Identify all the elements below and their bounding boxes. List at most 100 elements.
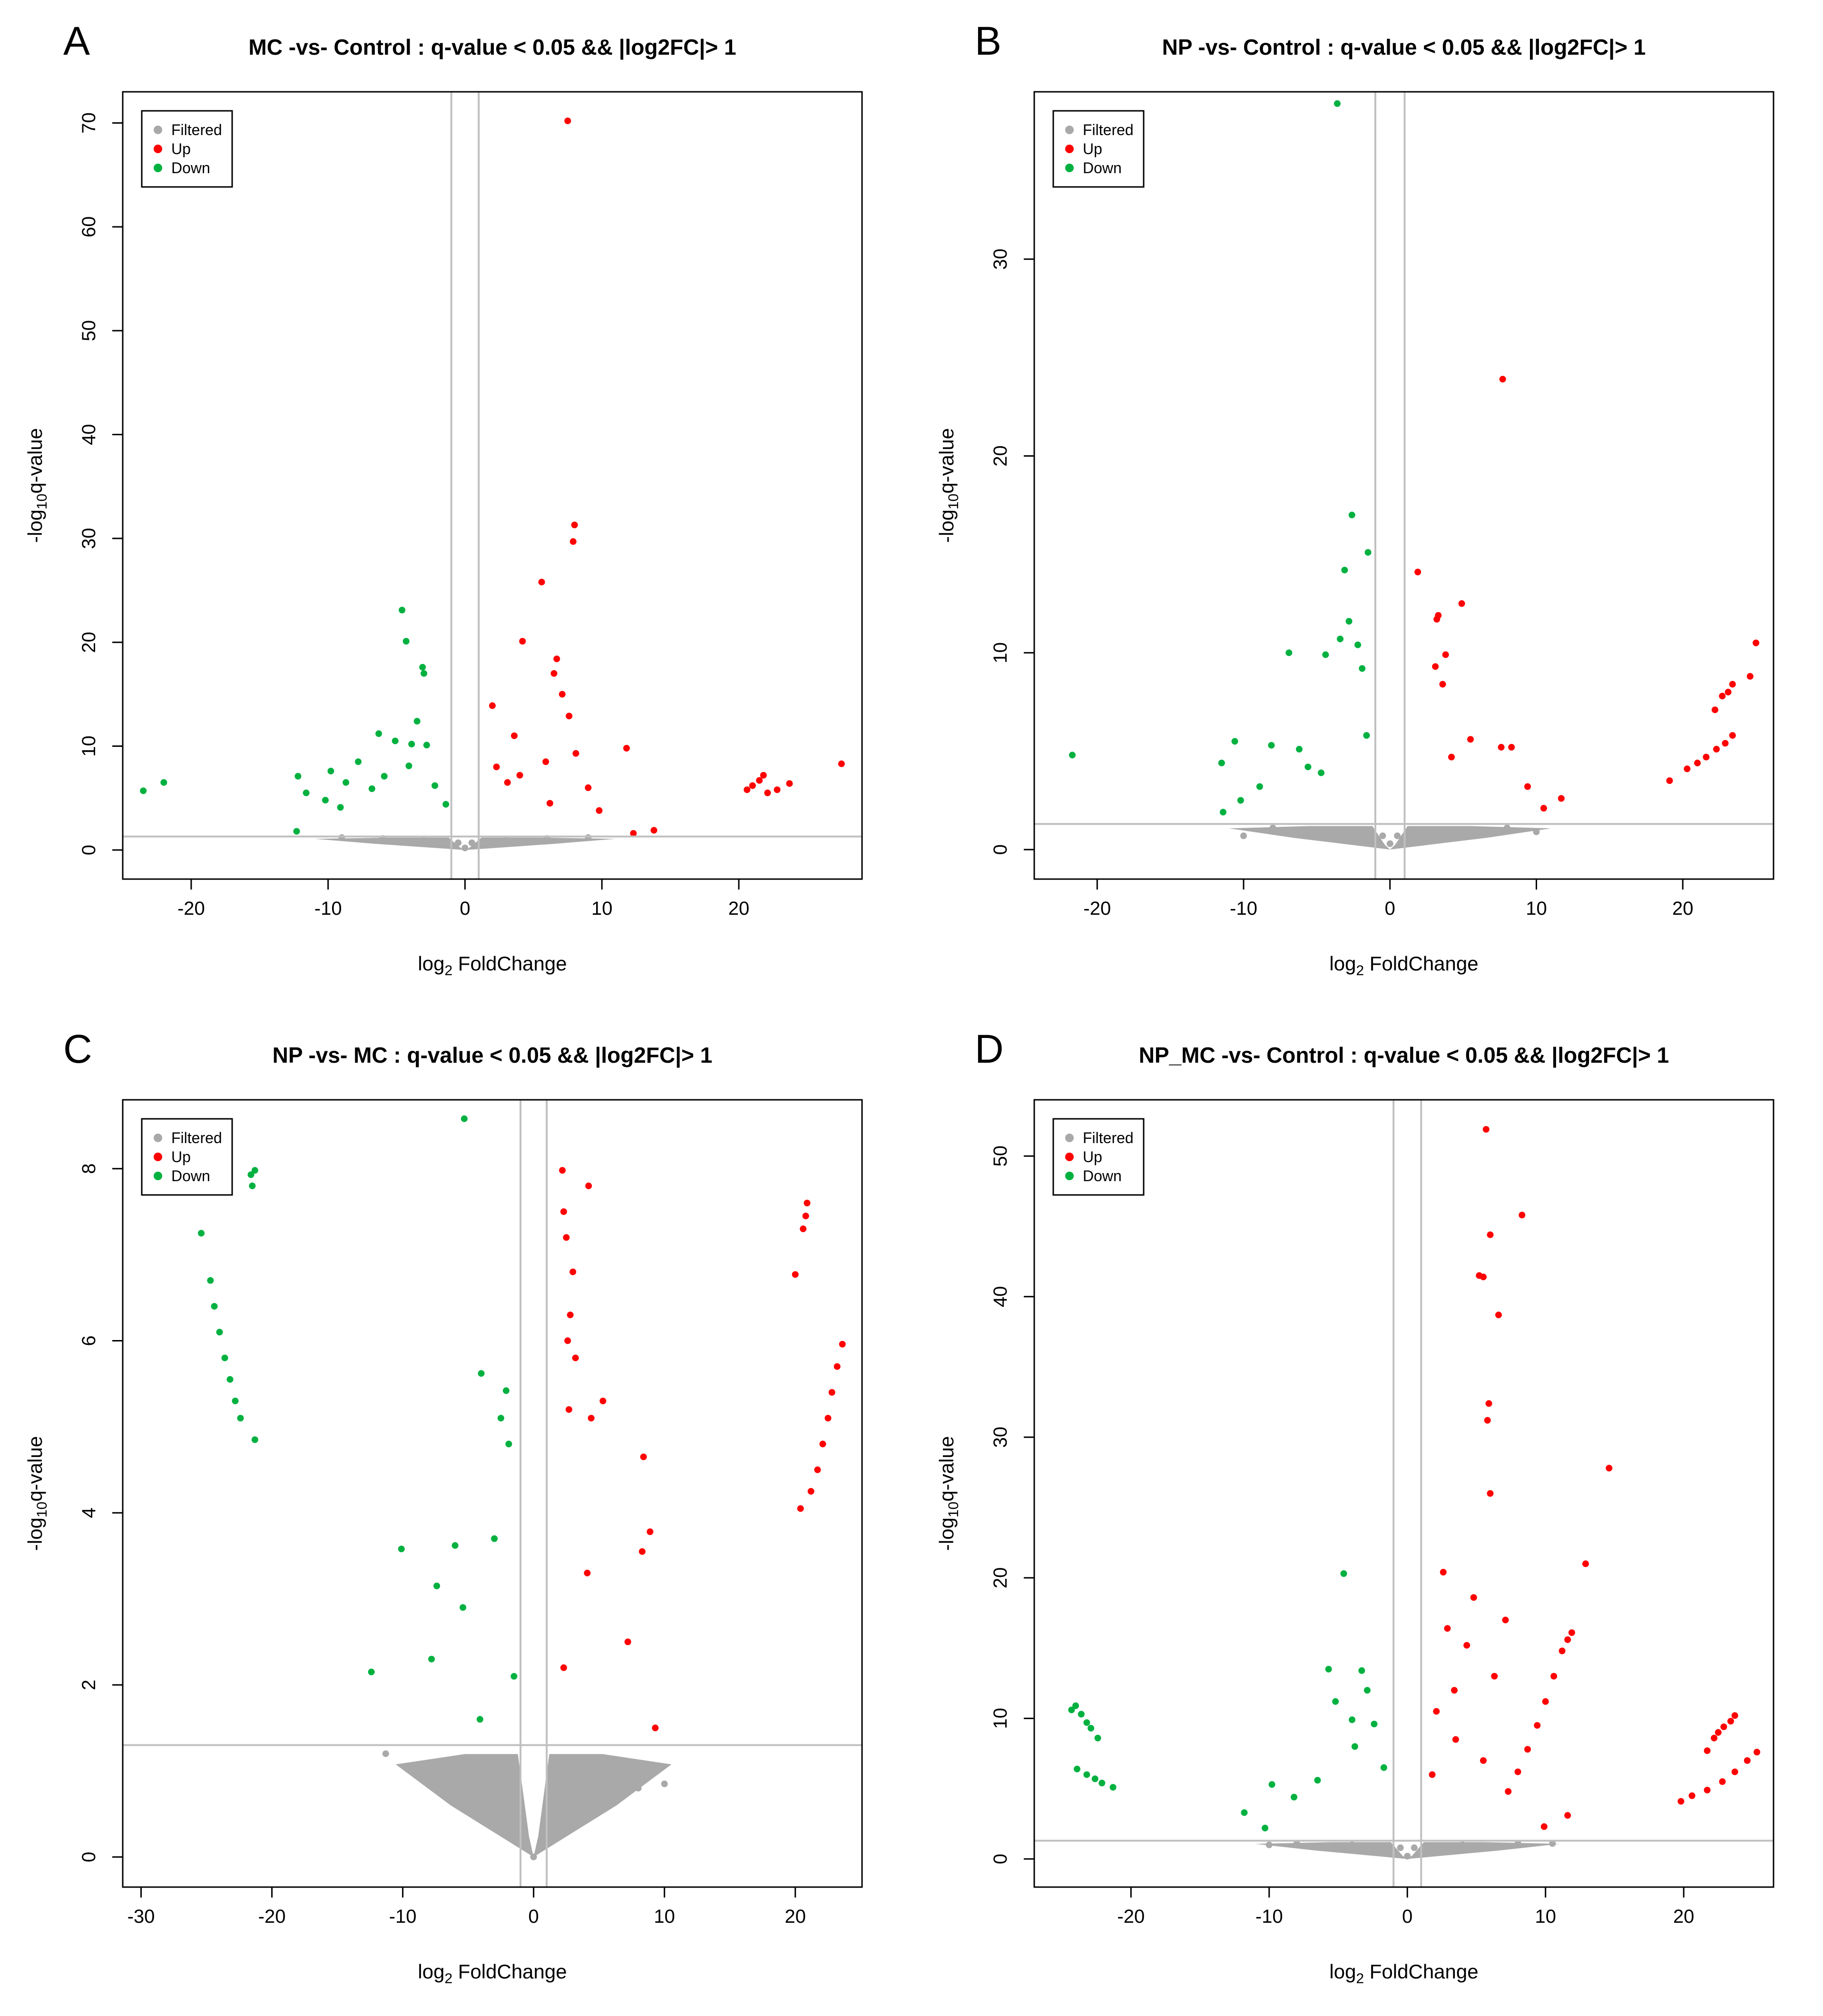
filtered-point [455, 839, 462, 846]
down-point [1068, 1706, 1075, 1713]
legend-down-marker [154, 164, 162, 172]
up-point [1432, 663, 1439, 670]
y-tick-label: 40 [78, 424, 99, 445]
down-point [207, 1277, 214, 1284]
up-point [585, 784, 592, 791]
x-tick-label: 0 [529, 1906, 539, 1927]
up-point [511, 732, 518, 739]
down-point [1363, 732, 1370, 739]
down-point [294, 773, 302, 780]
filtered-point [1404, 1853, 1411, 1859]
filtered-point [608, 1793, 616, 1801]
up-point [833, 1363, 841, 1370]
down-point [1359, 665, 1366, 672]
down-point [1074, 1765, 1080, 1772]
up-point [807, 1488, 814, 1495]
up-point [538, 578, 545, 586]
up-point [1704, 1787, 1711, 1794]
up-point [1542, 1698, 1549, 1705]
filtered-point-cloud [314, 837, 616, 850]
x-tick-label: -20 [177, 898, 205, 919]
filtered-point [1394, 832, 1401, 839]
down-point [1334, 100, 1341, 107]
up-point [1480, 1273, 1487, 1281]
down-point [1380, 1764, 1387, 1771]
down-point [1098, 1780, 1106, 1787]
up-point [546, 800, 553, 807]
up-point [1727, 1718, 1734, 1725]
down-point [419, 664, 426, 671]
filtered-point [1514, 1840, 1521, 1847]
up-point [1711, 706, 1718, 714]
up-point [804, 1200, 811, 1206]
down-point [1348, 511, 1355, 519]
filtered-point [1445, 826, 1452, 833]
down-point [1332, 1698, 1339, 1705]
up-point [542, 758, 549, 765]
x-tick-label: 20 [1672, 898, 1694, 919]
up-point [1439, 681, 1446, 688]
up-point [1534, 1722, 1541, 1729]
down-point [421, 670, 428, 677]
panel-a-plot-area [140, 117, 845, 851]
y-tick-label: 70 [78, 112, 99, 134]
legend-down-label: Down [171, 159, 210, 176]
down-point [343, 779, 350, 786]
down-point [1358, 1667, 1365, 1674]
down-point [221, 1354, 228, 1361]
y-tick-label: 0 [990, 844, 1011, 855]
y-tick-label: 30 [990, 1427, 1011, 1448]
down-point [327, 767, 334, 774]
up-point [1582, 1560, 1589, 1567]
down-point [247, 1171, 255, 1178]
x-tick-label: 10 [654, 1906, 675, 1927]
down-point [491, 1535, 498, 1542]
panel-b-title: NP -vs- Control : q-value < 0.05 && |log… [1162, 35, 1646, 59]
y-tick-label: 8 [78, 1164, 99, 1174]
up-point [1463, 1642, 1470, 1649]
down-point [1371, 1721, 1378, 1728]
up-point [1753, 639, 1760, 646]
up-point [819, 1440, 826, 1448]
legend-filtered-label: Filtered [1083, 1129, 1134, 1146]
up-point [1568, 1629, 1575, 1636]
filtered-point [338, 834, 345, 841]
down-point [1285, 649, 1293, 656]
filtered-point [425, 1767, 432, 1774]
up-point [1703, 754, 1710, 761]
up-point [1729, 681, 1736, 688]
filtered-point [1503, 824, 1510, 832]
up-point [572, 1354, 579, 1361]
x-tick-label: 10 [591, 898, 613, 919]
down-point [251, 1167, 258, 1174]
up-point [1731, 1712, 1738, 1719]
filtered-point [537, 1845, 544, 1852]
filtered-point [468, 839, 475, 846]
x-tick-label: -10 [1255, 1906, 1283, 1927]
x-axis-title: log2 FoldChange [1329, 952, 1478, 979]
down-point [1325, 1665, 1332, 1673]
up-point [797, 1505, 804, 1512]
x-tick-label: 0 [460, 898, 470, 919]
down-point [1364, 549, 1372, 556]
panel-c-title: NP -vs- MC : q-value < 0.05 && |log2FC|>… [273, 1043, 713, 1067]
plot-frame [122, 91, 863, 880]
y-tick-label: 4 [78, 1507, 99, 1518]
filtered-point [635, 1785, 642, 1791]
x-tick-label: 0 [1402, 1906, 1412, 1927]
panel-a-title: MC -vs- Control : q-value < 0.05 && |log… [248, 35, 736, 59]
down-point [1231, 738, 1238, 745]
y-tick-label: 30 [990, 248, 1011, 270]
down-point [375, 730, 382, 737]
filtered-point [1411, 1844, 1418, 1851]
up-point [565, 1406, 572, 1413]
up-point [1540, 805, 1547, 812]
up-point [1725, 688, 1732, 695]
down-point [1220, 809, 1226, 816]
panel-d-letter: D [975, 1027, 1004, 1071]
up-point [1495, 1311, 1502, 1319]
filtered-point [478, 1793, 485, 1801]
up-point [1564, 1812, 1571, 1819]
filtered-point [1269, 824, 1276, 832]
panel-d-plot-area [1068, 1126, 1761, 1859]
